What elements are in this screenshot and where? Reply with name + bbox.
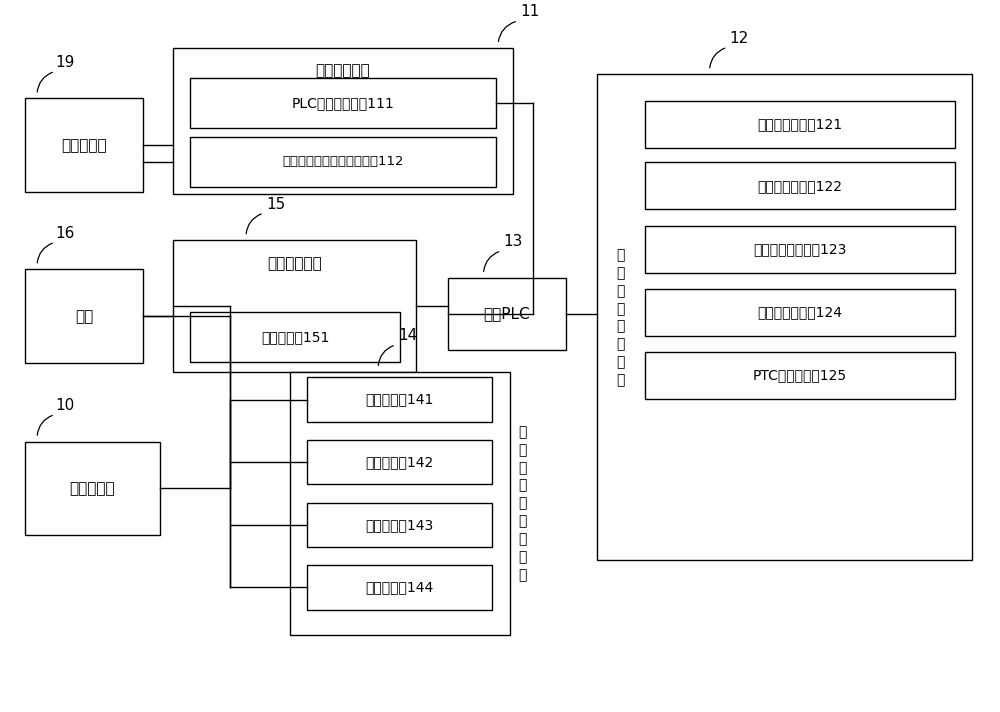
Bar <box>645 226 955 273</box>
Bar <box>645 100 955 147</box>
Bar <box>190 78 496 128</box>
Bar <box>307 565 492 609</box>
Text: 第一电压表141: 第一电压表141 <box>365 392 434 407</box>
Text: PTC温度传感器125: PTC温度传感器125 <box>753 368 847 382</box>
Text: 变频器程序及参数输入面板112: 变频器程序及参数输入面板112 <box>282 155 404 168</box>
Text: 19: 19 <box>55 55 74 70</box>
Bar <box>25 441 160 535</box>
Bar <box>190 137 496 187</box>
Text: 空调控制板: 空调控制板 <box>70 481 115 496</box>
Bar <box>307 440 492 484</box>
Text: 14: 14 <box>398 328 417 343</box>
Text: 车内温度传感器121: 车内温度传感器121 <box>757 117 843 131</box>
Bar <box>645 162 955 209</box>
Text: 控
制
板
输
出
采
集
单
元: 控 制 板 输 出 采 集 单 元 <box>518 425 526 582</box>
Text: 车外温度传感器122: 车外温度传感器122 <box>758 179 842 193</box>
Text: 空调操纵器151: 空调操纵器151 <box>261 330 329 344</box>
Text: 16: 16 <box>55 226 74 241</box>
Text: 11: 11 <box>520 4 539 19</box>
Text: 第四电压表144: 第四电压表144 <box>365 580 434 595</box>
Text: 模
拟
信
号
输
入
单
元: 模 拟 信 号 输 入 单 元 <box>616 248 624 387</box>
Text: 空调变频器: 空调变频器 <box>61 138 107 153</box>
Bar <box>645 352 955 399</box>
Text: 空调PLC: 空调PLC <box>484 307 530 322</box>
Text: 第三电压表143: 第三电压表143 <box>365 518 434 532</box>
Text: PLC程序输入面板111: PLC程序输入面板111 <box>292 96 394 110</box>
Bar <box>25 269 143 363</box>
Bar <box>307 377 492 422</box>
Text: 新风口温度传感器123: 新风口温度传感器123 <box>753 242 847 256</box>
Bar <box>25 98 143 192</box>
Bar <box>190 312 400 362</box>
Bar <box>597 74 972 560</box>
Text: 13: 13 <box>503 234 523 249</box>
Text: 12: 12 <box>730 31 749 46</box>
Text: 压力开关传感器124: 压力开关传感器124 <box>758 305 842 320</box>
Bar <box>645 289 955 336</box>
Text: 15: 15 <box>266 197 285 211</box>
Text: 程序输入单元: 程序输入单元 <box>316 63 370 78</box>
Bar <box>173 240 416 372</box>
Text: 10: 10 <box>55 398 74 413</box>
Bar <box>448 278 566 350</box>
Text: 第二电压表142: 第二电压表142 <box>365 455 434 469</box>
Text: 电源: 电源 <box>75 309 93 324</box>
Bar <box>290 372 510 635</box>
Text: 空调控制单元: 空调控制单元 <box>267 256 322 271</box>
Bar <box>307 503 492 547</box>
Bar <box>173 48 513 194</box>
